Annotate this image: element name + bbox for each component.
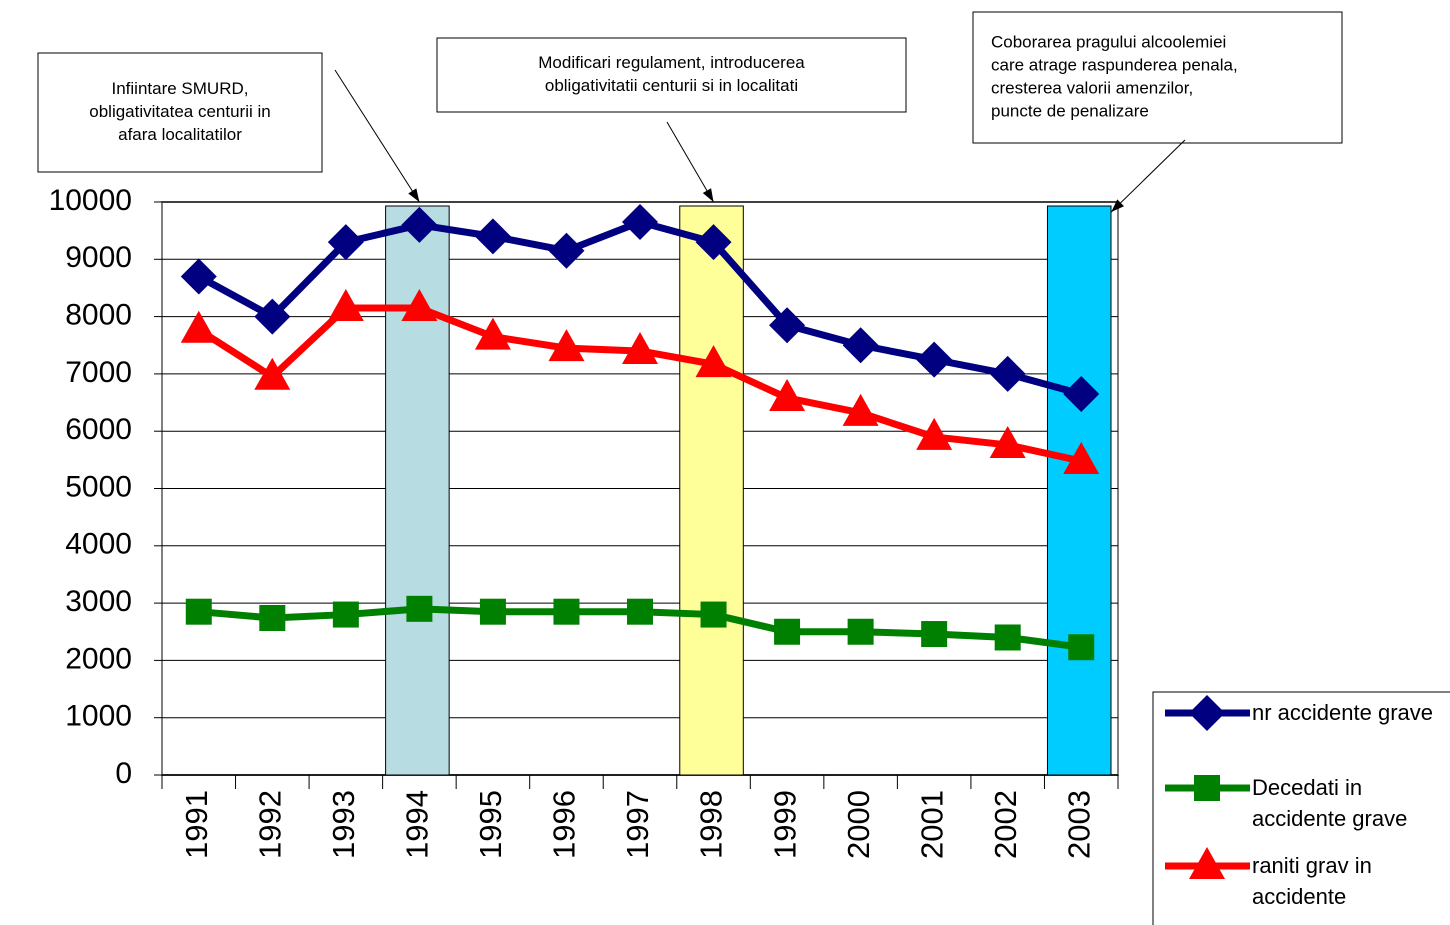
data-point — [254, 298, 291, 335]
y-tick-label: 3000 — [65, 585, 132, 618]
data-point — [916, 417, 953, 450]
legend-marker — [1189, 847, 1225, 879]
legend-label: Decedati in accidente grave — [1252, 775, 1408, 831]
legend-label: raniti grav in accidente — [1252, 853, 1372, 909]
legend-marker — [1194, 775, 1220, 801]
data-point — [548, 329, 585, 362]
data-point — [989, 355, 1026, 392]
legend-label-box: raniti grav in accidente — [1252, 853, 1372, 909]
data-point — [627, 598, 653, 625]
data-point — [254, 357, 291, 390]
x-tick-label: 1994 — [400, 790, 435, 859]
legend-label-box: nr accidente grave — [1252, 700, 1433, 725]
data-point — [474, 317, 511, 350]
y-tick-label: 0 — [115, 757, 132, 790]
data-point — [553, 598, 580, 625]
data-point — [916, 341, 953, 378]
data-point — [769, 378, 806, 411]
x-tick-label: 1995 — [473, 790, 508, 859]
annotation-arrow — [666, 121, 714, 203]
data-point — [842, 327, 879, 364]
data-point — [401, 289, 438, 322]
legend-label-box: Decedati in accidente grave — [1252, 775, 1408, 831]
annotation-box — [37, 52, 323, 173]
data-point — [994, 624, 1021, 651]
annotation-arrow — [334, 69, 420, 203]
highlight-band — [679, 205, 744, 776]
arrow-head — [408, 188, 420, 202]
legend-box — [1152, 691, 1450, 925]
data-point — [774, 618, 801, 645]
y-tick-label: 6000 — [65, 413, 132, 446]
y-tick-label: 10000 — [49, 184, 132, 217]
x-tick-label: 1997 — [620, 790, 655, 859]
data-point — [695, 345, 732, 378]
y-tick-label: 1000 — [65, 700, 132, 733]
data-point — [474, 218, 511, 255]
x-tick-label: 1998 — [694, 790, 729, 859]
y-tick-label: 7000 — [65, 356, 132, 389]
annotation-text: puncte de penalizare — [991, 101, 1149, 120]
annotation-text: Infiintare SMURD, — [112, 79, 249, 98]
data-point — [327, 289, 364, 322]
series-line — [197, 218, 1083, 398]
data-point — [180, 310, 217, 343]
annotation-box — [436, 37, 907, 113]
y-tick-label: 4000 — [65, 528, 132, 561]
data-point — [622, 331, 658, 364]
annotation-text: care atrage raspunderea penala, — [991, 55, 1238, 74]
x-tick-label: 1999 — [767, 790, 802, 859]
data-point — [406, 595, 433, 622]
annotation-arrow — [1110, 139, 1186, 213]
series-line — [196, 304, 1082, 465]
highlight-band — [1046, 205, 1112, 776]
data-point — [1063, 375, 1100, 412]
annotation-text: Coborarea pragului alcoolemiei — [991, 32, 1226, 51]
data-point — [842, 393, 879, 426]
x-tick-label: 1993 — [326, 790, 361, 859]
data-point — [847, 618, 874, 645]
data-point — [1068, 634, 1095, 661]
arrow-head — [1111, 199, 1124, 212]
x-tick-label: 2001 — [914, 790, 949, 859]
data-point — [548, 232, 585, 269]
data-point — [185, 598, 212, 625]
highlight-band — [385, 205, 450, 776]
data-point — [479, 598, 506, 625]
data-point — [1063, 441, 1100, 474]
data-point — [259, 604, 286, 631]
annotation-text: Modificari regulament, introducerea — [538, 53, 805, 72]
data-point — [622, 204, 658, 241]
data-point — [332, 601, 359, 628]
legend-marker — [1189, 695, 1225, 731]
data-point — [401, 206, 438, 243]
data-point — [700, 601, 727, 628]
y-tick-label: 9000 — [65, 241, 132, 274]
data-point — [989, 425, 1026, 458]
data-point — [921, 621, 948, 648]
data-point — [180, 258, 217, 295]
annotation-text: afara localitatilor — [118, 125, 242, 144]
x-tick-label: 2002 — [988, 790, 1023, 859]
y-tick-label: 8000 — [65, 299, 132, 332]
arrow-head — [702, 188, 714, 202]
x-tick-label: 2000 — [841, 790, 876, 859]
annotation-text: obligativitatea centurii in — [89, 102, 270, 121]
data-point — [695, 224, 732, 261]
x-tick-label: 1996 — [547, 790, 582, 859]
data-point — [327, 224, 364, 261]
y-tick-label: 2000 — [65, 642, 132, 675]
x-tick-label: 1991 — [179, 790, 214, 859]
x-tick-label: 1992 — [252, 790, 287, 859]
data-point — [769, 307, 806, 344]
x-tick-label: 2003 — [1061, 790, 1096, 859]
legend-label: nr accidente grave — [1252, 700, 1433, 725]
annotation-text: cresterea valorii amenzilor, — [991, 78, 1193, 97]
annotation-box — [972, 11, 1343, 144]
annotation-text: obligativitatii centurii si in localitat… — [545, 76, 798, 95]
y-tick-label: 5000 — [65, 470, 132, 503]
